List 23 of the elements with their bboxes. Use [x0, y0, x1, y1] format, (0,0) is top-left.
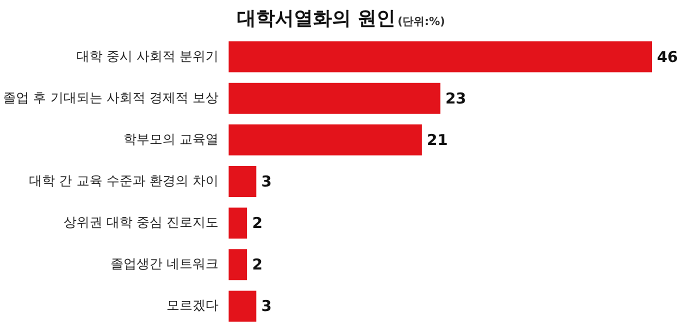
data-label: 3: [261, 297, 272, 316]
y-tick-label: 학부모의 교육열: [124, 132, 219, 148]
y-tick-label: 대학 간 교육 수준과 환경의 차이: [28, 174, 219, 189]
chart-subtitle: (단위:%): [398, 15, 446, 28]
bar: [228, 208, 248, 239]
data-label: 21: [426, 130, 448, 149]
bar: [228, 290, 256, 322]
bar: [228, 249, 248, 280]
y-tick-label: 졸업생간 네트워크: [110, 257, 219, 272]
chart-title: 대학서열화의 원인: [237, 8, 396, 30]
bar: [228, 124, 422, 156]
data-label: 23: [445, 89, 466, 108]
bar: [228, 166, 256, 197]
bar: [228, 82, 440, 114]
y-tick-label: 상위권 대학 중심 진로지도: [63, 216, 219, 231]
y-tick-label: 졸업 후 기대되는 사회적 경제적 보상: [2, 90, 219, 106]
data-label: 2: [252, 214, 263, 232]
bar: [228, 41, 652, 72]
data-label: 2: [252, 256, 263, 274]
y-tick-label: 모르겠다: [166, 298, 219, 314]
y-tick-label: 대학 중시 사회적 분위기: [76, 49, 219, 64]
data-label: 3: [261, 172, 272, 190]
data-label: 46: [657, 48, 678, 66]
